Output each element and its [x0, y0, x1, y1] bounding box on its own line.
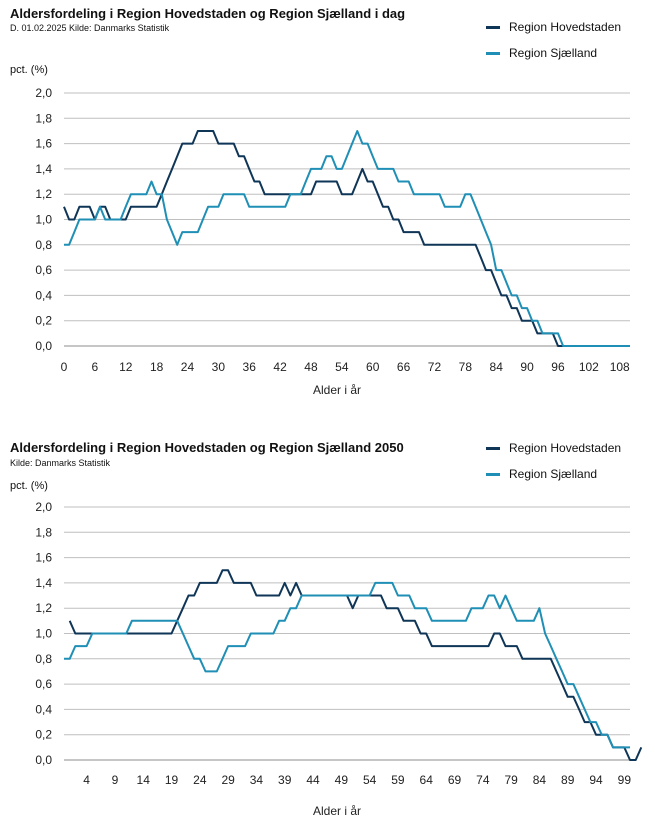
legend-swatch-sjaelland	[486, 51, 500, 55]
x-axis-title: Alder i år	[313, 804, 361, 818]
x-tick-label: 29	[221, 773, 235, 787]
y-tick-label: 1,2	[35, 187, 52, 201]
chart-legend: Region Hovedstaden Region Sjælland	[486, 14, 621, 66]
y-tick-label: 2,0	[35, 86, 52, 100]
legend-item-hovedstaden: Region Hovedstaden	[486, 14, 621, 40]
y-tick-label: 0,8	[35, 238, 52, 252]
y-tick-label: 1,2	[35, 601, 52, 615]
y-axis-label: pct. (%)	[10, 480, 48, 492]
x-tick-label: 94	[589, 773, 603, 787]
y-tick-label: 2,0	[35, 500, 52, 514]
x-tick-label: 19	[165, 773, 179, 787]
x-tick-label: 69	[448, 773, 462, 787]
legend-label-hovedstaden: Region Hovedstaden	[509, 20, 622, 34]
series-line-sjaelland	[64, 581, 630, 749]
legend-item-hovedstaden: Region Hovedstaden	[486, 435, 621, 461]
x-tick-label: 54	[363, 773, 377, 787]
x-tick-label: 96	[551, 360, 565, 374]
legend-swatch-hovedstaden	[486, 446, 500, 450]
x-tick-label: 66	[397, 360, 411, 374]
x-tick-label: 99	[618, 773, 632, 787]
x-tick-label: 108	[610, 360, 630, 374]
y-tick-label: 0,6	[35, 677, 52, 691]
x-tick-label: 102	[579, 360, 599, 374]
x-tick-label: 42	[273, 360, 287, 374]
chart-legend: Region Hovedstaden Region Sjælland	[486, 435, 621, 487]
line-chart-2050: 0,00,20,40,60,81,01,21,41,61,82,04 9 14 19 2…	[35, 500, 643, 818]
y-tick-label: 0,2	[35, 728, 52, 742]
y-tick-label: 1,6	[35, 137, 52, 151]
y-tick-label: 0,8	[35, 652, 52, 666]
x-tick-label: 78	[459, 360, 473, 374]
y-tick-label: 1,8	[35, 525, 52, 539]
x-tick-label: 90	[520, 360, 534, 374]
y-axis-label: pct. (%)	[10, 64, 48, 76]
x-tick-label: 54	[335, 360, 349, 374]
x-tick-label: 24	[181, 360, 195, 374]
chart-panel-2050: Aldersfordeling i Region Hovedstaden og …	[0, 410, 655, 823]
x-tick-label: 36	[243, 360, 257, 374]
x-tick-label: 0	[61, 360, 68, 374]
series-line-hovedstaden	[68, 569, 643, 761]
chart-subtitle: D. 01.02.2025 Kilde: Danmarks Statistik	[10, 23, 170, 33]
x-tick-label: 60	[366, 360, 380, 374]
y-tick-label: 0,4	[35, 288, 52, 302]
x-tick-label: 30	[212, 360, 226, 374]
y-tick-label: 0,4	[35, 702, 52, 716]
y-tick-label: 1,0	[35, 213, 52, 227]
y-tick-label: 0,0	[35, 753, 52, 767]
x-tick-label: 18	[150, 360, 164, 374]
legend-label-hovedstaden: Region Hovedstaden	[509, 441, 622, 455]
chart-title: Aldersfordeling i Region Hovedstaden og …	[10, 6, 406, 21]
y-tick-label: 1,6	[35, 551, 52, 565]
x-tick-label: 44	[306, 773, 320, 787]
x-tick-label: 64	[420, 773, 434, 787]
x-tick-label: 72	[428, 360, 442, 374]
legend-item-sjaelland: Region Sjælland	[486, 40, 621, 66]
x-tick-label: 79	[504, 773, 518, 787]
x-tick-label: 9	[112, 773, 119, 787]
line-chart-today: 0,0 0,2 0,4 0,6 0,8 1,0 1,2 1,4 1,6 1,8 2,0 0 6 12 18 2…	[35, 86, 630, 397]
chart-subtitle: Kilde: Danmarks Statistik	[10, 458, 111, 468]
y-tick-label: 1,4	[35, 162, 52, 176]
x-tick-label: 49	[335, 773, 349, 787]
legend-label-sjaelland: Region Sjælland	[509, 46, 598, 60]
y-tick-label: 0,0	[35, 339, 52, 353]
x-tick-label: 48	[304, 360, 318, 374]
x-tick-label: 59	[391, 773, 405, 787]
series-line-sjaelland	[64, 130, 630, 347]
y-tick-label: 0,2	[35, 314, 52, 328]
legend-item-sjaelland: Region Sjælland	[486, 461, 621, 487]
x-tick-label: 12	[119, 360, 133, 374]
legend-swatch-sjaelland	[486, 472, 500, 476]
x-tick-label: 14	[137, 773, 151, 787]
legend-swatch-hovedstaden	[486, 25, 500, 29]
x-tick-label: 84	[490, 360, 504, 374]
x-tick-label: 89	[561, 773, 575, 787]
x-tick-label: 6	[92, 360, 99, 374]
series-line-hovedstaden	[63, 130, 630, 347]
y-tick-label: 1,0	[35, 627, 52, 641]
x-tick-label: 34	[250, 773, 264, 787]
x-tick-label: 39	[278, 773, 292, 787]
y-tick-label: 1,4	[35, 576, 52, 590]
x-tick-label: 4	[83, 773, 90, 787]
x-tick-label: 74	[476, 773, 490, 787]
y-tick-label: 0,6	[35, 263, 52, 277]
x-tick-label: 24	[193, 773, 207, 787]
legend-label-sjaelland: Region Sjælland	[509, 467, 598, 481]
y-tick-label: 1,8	[35, 111, 52, 125]
x-axis-title: Alder i år	[313, 383, 361, 397]
chart-panel-today: Aldersfordeling i Region Hovedstaden og …	[0, 0, 655, 410]
x-tick-label: 84	[533, 773, 547, 787]
chart-title: Aldersfordeling i Region Hovedstaden og …	[10, 440, 404, 455]
